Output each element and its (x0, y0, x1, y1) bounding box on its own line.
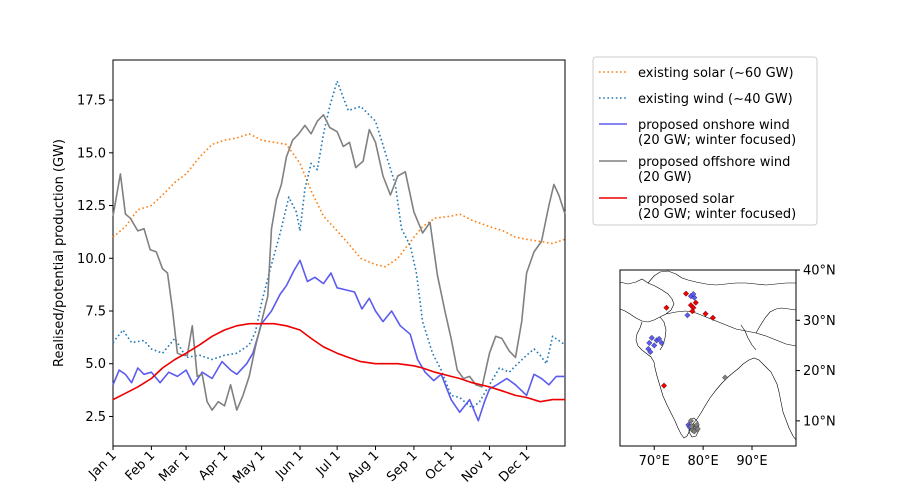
x-tick-label: Jan 1 (86, 448, 120, 482)
legend-item-proposed-solar: proposed solar(20 GW; winter focused) (599, 192, 796, 222)
map-marker-proposed-solar (682, 290, 690, 297)
map-marker-proposed-offshore-wind (691, 428, 698, 435)
legend-item-existing-solar-60-gw: existing solar (∼60 GW) (599, 66, 794, 81)
legend-item-proposed-onshore-wind: proposed onshore wind(20 GW; winter focu… (599, 118, 796, 148)
legend-label: existing wind (∼40 GW) (638, 92, 793, 107)
x-tick-label: Nov 1 (459, 448, 496, 485)
lon-tick-label: 70°E (639, 454, 670, 469)
series-line-proposed-offshore-wind (112, 114, 566, 411)
series-line-proposed-onshore-wind (112, 259, 565, 422)
x-tick-label: Aug 1 (345, 448, 382, 485)
series-line-existing-wind-40-gw (112, 80, 566, 409)
longitude-ticks: 70°E 80°E 90°E (639, 446, 768, 469)
y-tick-label: 5.0 (85, 357, 106, 372)
y-tick-label: 10.0 (77, 252, 106, 267)
map-marker-proposed-onshore-wind (690, 291, 697, 298)
lon-tick-label: 90°E (736, 454, 767, 469)
legend-label: (20 GW; winter focused) (638, 133, 796, 148)
coastline-outline (619, 270, 797, 441)
map-marker-proposed-solar (663, 304, 670, 311)
y-tick-label: 15.0 (77, 146, 106, 161)
legend-item-proposed-offshore-wind: proposed offshore wind(20 GW) (599, 155, 790, 185)
map-marker-proposed-onshore-wind (684, 312, 691, 319)
map-marker-proposed-onshore-wind (646, 339, 653, 346)
x-tick-label: Jul 1 (313, 448, 344, 479)
lat-tick-label: 20°N (803, 364, 836, 379)
series-line-proposed-solar (112, 322, 565, 403)
x-tick-label: Jun 1 (272, 448, 306, 482)
map-marker-proposed-onshore-wind (656, 335, 663, 342)
map-marker-proposed-onshore-wind (651, 342, 658, 349)
map-marker-proposed-solar (702, 310, 709, 317)
series-line-existing-solar-60-gw (112, 133, 566, 268)
x-tick-label: Mar 1 (156, 448, 193, 485)
legend-label: existing solar (∼60 GW) (638, 66, 794, 81)
latitude-ticks: 10°N 20°N 30°N 40°N (796, 264, 836, 429)
map-marker-proposed-onshore-wind (648, 334, 655, 341)
map-marker-proposed-onshore-wind (691, 294, 698, 301)
lat-tick-label: 40°N (803, 264, 836, 279)
y-tick-label: 7.5 (85, 305, 106, 320)
x-tick-label: Apr 1 (196, 448, 231, 483)
legend-label: (20 GW) (638, 170, 692, 185)
legend-label: proposed offshore wind (638, 155, 790, 170)
legend: existing solar (∼60 GW) existing wind (∼4… (592, 56, 818, 226)
map-marker-proposed-offshore-wind (688, 423, 695, 430)
map-marker-proposed-solar (692, 299, 699, 306)
map-marker-proposed-solar (660, 382, 668, 389)
legend-items: existing solar (∼60 GW) existing wind (∼4… (599, 66, 796, 222)
map-marker-proposed-onshore-wind (647, 348, 654, 355)
map-marker-proposed-offshore-wind (722, 374, 729, 381)
y-axis-label: Realised/potential production (GW) (52, 139, 67, 367)
x-tick-label: Sep 1 (384, 448, 421, 485)
map-marker-proposed-onshore-wind (658, 339, 665, 346)
series-lines (112, 80, 566, 422)
map-frame (619, 269, 797, 447)
y-tick-label: 12.5 (77, 199, 106, 214)
y-tick-label: 2.5 (85, 410, 106, 425)
y-tick-label: 17.5 (77, 94, 106, 109)
inset-map: 70°E 80°E 90°E 10°N 20°N 30°N 40°N (619, 264, 836, 469)
map-markers (645, 290, 729, 435)
x-tick-label: Dec 1 (496, 448, 533, 485)
lat-tick-label: 10°N (803, 414, 836, 429)
map-marker-proposed-solar (709, 314, 716, 321)
map-marker-proposed-solar (689, 308, 696, 315)
main-plot-frame (112, 59, 566, 447)
y-axis-ticks: 2.5 5.0 7.5 10.0 12.5 15.0 17.5 (77, 94, 113, 425)
production-line-chart: 2.5 5.0 7.5 10.0 12.5 15.0 17.5 Jan 1 Feb 1Mar … (52, 59, 566, 487)
x-tick-label: Feb 1 (123, 448, 159, 484)
legend-label: (20 GW; winter focused) (638, 207, 796, 222)
legend-frame (592, 56, 818, 226)
x-tick-label: Oct 1 (423, 448, 458, 483)
lat-tick-label: 30°N (803, 314, 836, 329)
legend-label: proposed onshore wind (638, 118, 790, 133)
legend-label: proposed solar (638, 192, 735, 207)
map-marker-proposed-offshore-wind (694, 425, 701, 432)
map-marker-proposed-offshore-wind (687, 417, 694, 424)
legend-item-existing-wind-40-gw: existing wind (∼40 GW) (599, 92, 793, 107)
x-tick-label: May 1 (230, 448, 268, 486)
lon-tick-label: 80°E (687, 454, 718, 469)
